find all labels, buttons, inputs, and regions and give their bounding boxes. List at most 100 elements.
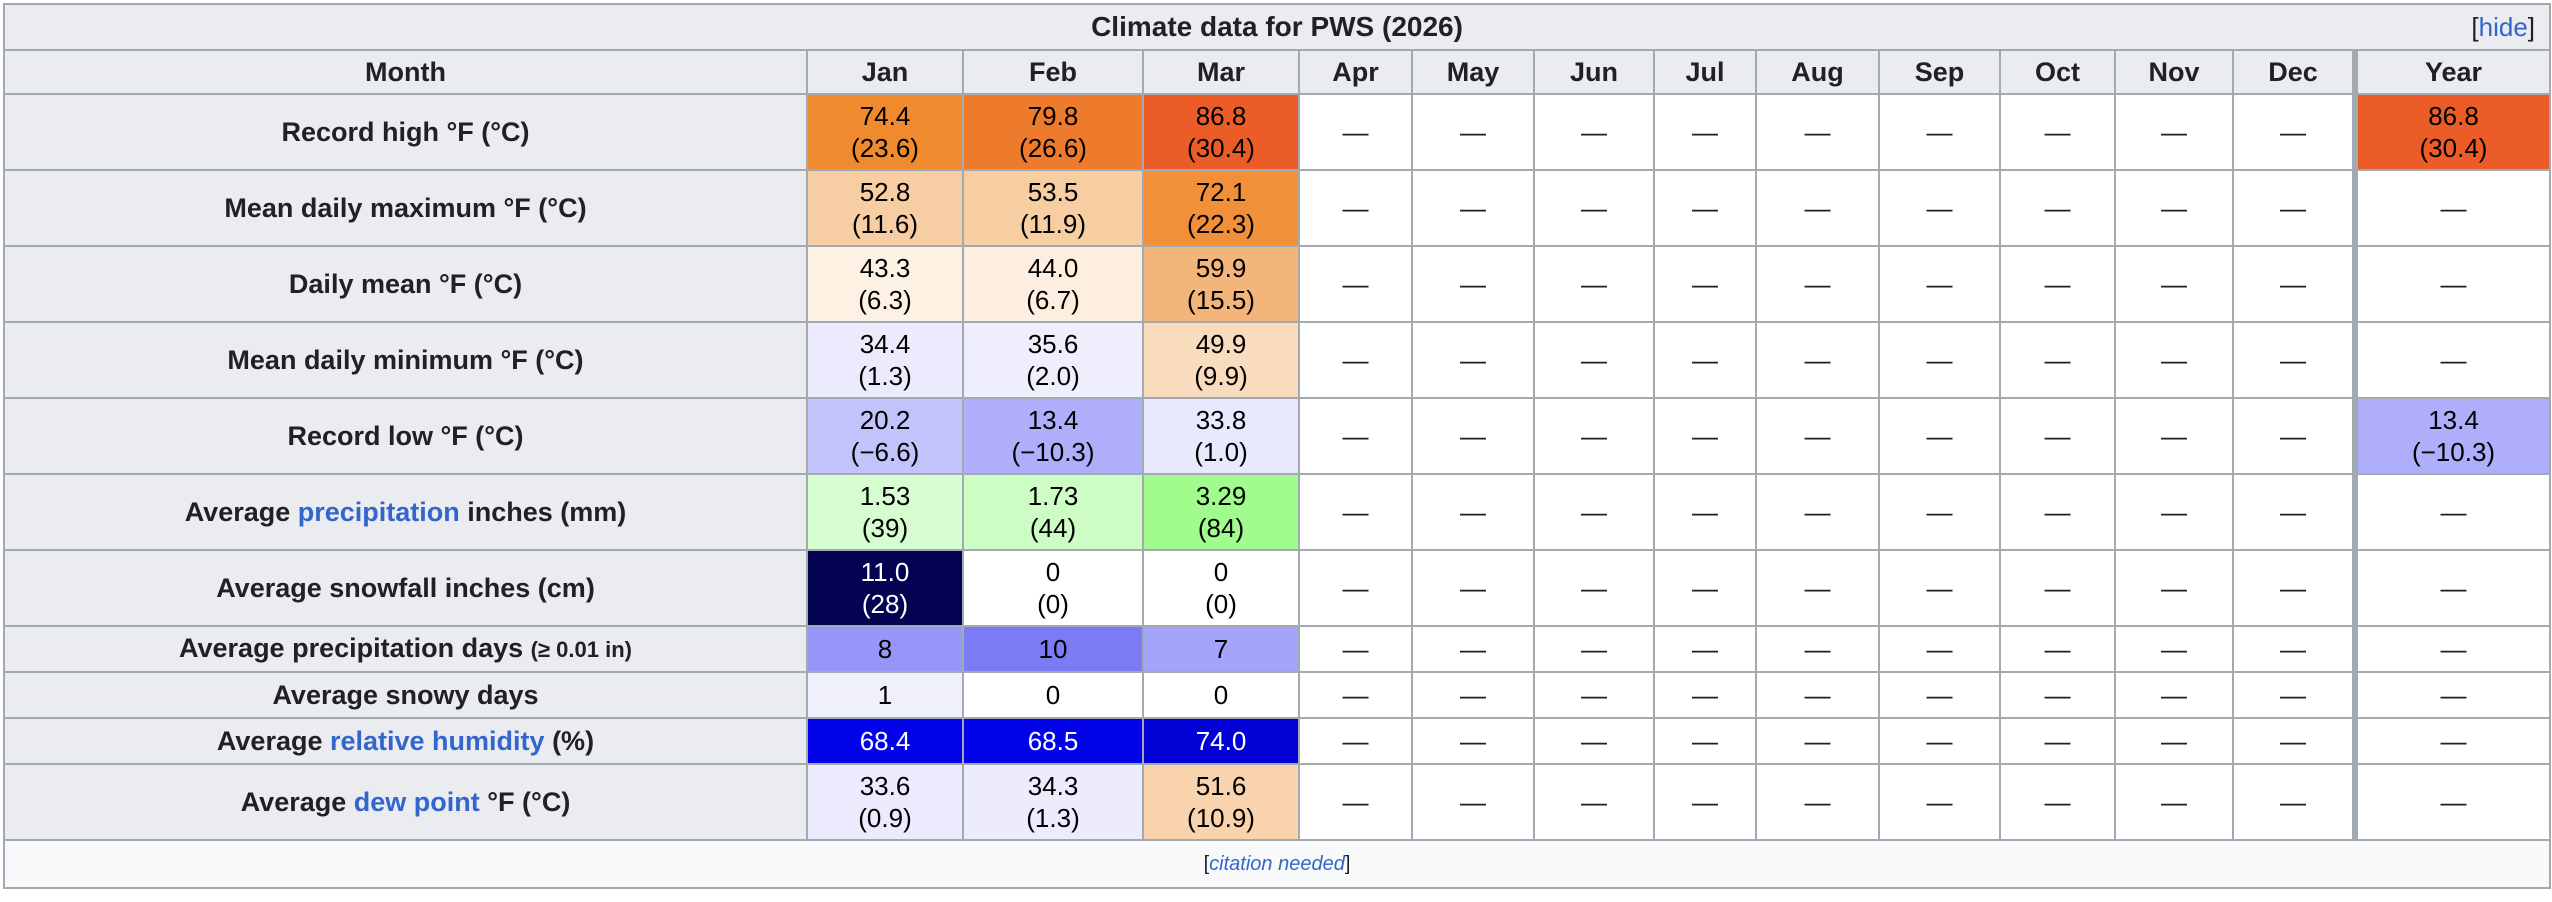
cell-secondary-value: (23.6): [851, 133, 919, 163]
cell-value: 7: [1213, 634, 1229, 664]
row-label: Mean daily minimum °F (°C): [3, 321, 808, 399]
cell-value: —: [2161, 269, 2187, 299]
row-label-link[interactable]: dew point: [353, 787, 480, 817]
cell-apr: —: [1298, 321, 1413, 399]
cell-value: 68.5: [1027, 726, 1079, 756]
cell-jan: 68.4: [806, 717, 964, 765]
cell-value: —: [1692, 497, 1718, 527]
hide-link[interactable]: hide: [2478, 12, 2528, 42]
cell-jul: —: [1653, 321, 1757, 399]
month-header-apr: Apr: [1298, 49, 1413, 95]
cell-value: —: [1804, 634, 1831, 664]
cell-mar: 59.9 (15.5): [1142, 245, 1300, 323]
cell-value: 0: [1213, 680, 1229, 710]
cell-value: 74.4: [859, 101, 911, 131]
cell-secondary-value: (−10.3): [1011, 437, 1095, 467]
cell-nov: —: [2114, 549, 2234, 627]
cell-value: —: [2161, 573, 2187, 603]
cell-value: —: [1926, 787, 1953, 817]
cell-feb: 1.73 (44): [962, 473, 1144, 551]
row-label-link[interactable]: precipitation: [297, 497, 460, 527]
cell-value: —: [1926, 421, 1953, 451]
cell-jun: —: [1533, 169, 1655, 247]
cell-value: —: [2280, 787, 2306, 817]
table-row: Mean daily minimum °F (°C) 34.4 (1.3) 35.6(…: [3, 321, 2552, 399]
cell-nov: —: [2114, 245, 2234, 323]
cell-dec: —: [2232, 397, 2356, 475]
cell-nov: —: [2114, 625, 2234, 673]
cell-secondary-value: (44): [1029, 513, 1077, 543]
cell-dec: —: [2232, 717, 2356, 765]
footer-row: [citation needed]: [2, 839, 2552, 889]
cell-value: 0: [1045, 557, 1061, 587]
cell-value: —: [1342, 117, 1369, 147]
cell-value: —: [2280, 634, 2306, 664]
row-label-text: Average snowfall inches (cm): [216, 573, 595, 603]
cell-secondary-value: (0): [1205, 589, 1237, 619]
row-label-text: Average precipitation days: [179, 633, 524, 663]
cell-value: —: [1581, 345, 1607, 375]
cell-value: 59.9: [1195, 253, 1247, 283]
cell-jul: —: [1653, 671, 1757, 719]
cell-value: 13.4: [1027, 405, 1079, 435]
cell-jan: 11.0 (28): [806, 549, 964, 627]
cell-secondary-value: (11.9): [1020, 209, 1086, 239]
cell-value: —: [2161, 726, 2187, 756]
cell-value: —: [1460, 421, 1486, 451]
cell-secondary-value: (0): [1037, 589, 1069, 619]
cell-oct: —: [1999, 245, 2116, 323]
cell-year: —: [2351, 625, 2552, 673]
cell-apr: —: [1298, 717, 1413, 765]
cell-value: —: [1692, 573, 1718, 603]
cell-apr: —: [1298, 245, 1413, 323]
cell-value: —: [1460, 634, 1486, 664]
cell-value: —: [2161, 680, 2187, 710]
cell-value: —: [1581, 117, 1607, 147]
citation-needed-link[interactable]: citation needed: [1209, 853, 1345, 875]
table-caption: Climate data for PWS (2026) [hide]: [2, 3, 2552, 51]
cell-value: 43.3: [859, 253, 911, 283]
cell-secondary-value: (84): [1197, 513, 1245, 543]
cell-feb: 34.3 (1.3): [962, 763, 1144, 841]
table-row: Mean daily maximum °F (°C) 52.8 (11.6) 53.5…: [3, 169, 2552, 247]
month-header-aug: Aug: [1755, 49, 1880, 95]
row-label: Record low °F (°C): [3, 397, 808, 475]
cell-may: —: [1411, 473, 1535, 551]
cell-value: 33.6: [859, 771, 911, 801]
cell-value: —: [1804, 117, 1831, 147]
cell-value: —: [2044, 634, 2071, 664]
row-label-text: Record low °F (°C): [287, 421, 524, 451]
cell-mar: 74.0: [1142, 717, 1300, 765]
cell-sep: —: [1878, 671, 2001, 719]
cell-jul: —: [1653, 397, 1757, 475]
cell-jan: 1: [806, 671, 964, 719]
cell-apr: —: [1298, 169, 1413, 247]
cell-apr: —: [1298, 93, 1413, 171]
cell-jul: —: [1653, 717, 1757, 765]
cell-may: —: [1411, 671, 1535, 719]
cell-secondary-value: (1.3): [858, 361, 912, 391]
cell-year: 13.4 (−10.3): [2351, 397, 2552, 475]
cell-value: —: [1581, 634, 1607, 664]
cell-dec: —: [2232, 671, 2356, 719]
cell-secondary-value: (39): [861, 513, 909, 543]
cell-secondary-value: (30.4): [1187, 133, 1255, 163]
cell-value: —: [1926, 726, 1953, 756]
cell-dec: —: [2232, 245, 2356, 323]
row-label: Average snowfall inches (cm): [3, 549, 808, 627]
cell-value: —: [1692, 726, 1718, 756]
row-label: Average snowy days: [3, 671, 808, 719]
hide-toggle[interactable]: [hide]: [2471, 12, 2536, 42]
row-label-link[interactable]: relative humidity: [329, 726, 545, 756]
cell-secondary-value: (1.3): [1026, 803, 1080, 833]
row-label: Daily mean °F (°C): [3, 245, 808, 323]
cell-apr: —: [1298, 549, 1413, 627]
cell-value: —: [1926, 497, 1953, 527]
cell-nov: —: [2114, 93, 2234, 171]
cell-dec: —: [2232, 763, 2356, 841]
cell-oct: —: [1999, 473, 2116, 551]
cell-value: —: [2280, 680, 2306, 710]
cell-value: 13.4: [2428, 405, 2479, 435]
cell-value: —: [1342, 787, 1369, 817]
cell-value: —: [2440, 193, 2467, 223]
